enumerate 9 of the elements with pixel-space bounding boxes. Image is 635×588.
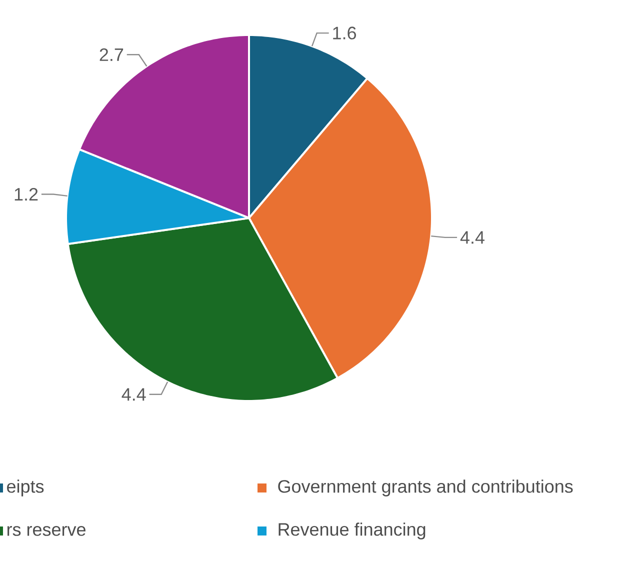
legend-label: Government grants and contributions xyxy=(278,480,573,496)
legend-label: eipts xyxy=(7,480,44,496)
data-label: 1.6 xyxy=(333,26,356,40)
legend-label: Revenue financing xyxy=(278,522,426,540)
data-label: 4.4 xyxy=(122,388,146,401)
legend-label: rs reserve xyxy=(7,526,86,536)
data-label: 1.2 xyxy=(14,188,38,201)
data-label: 4.4 xyxy=(460,231,484,244)
data-label: 2.7 xyxy=(100,48,124,61)
